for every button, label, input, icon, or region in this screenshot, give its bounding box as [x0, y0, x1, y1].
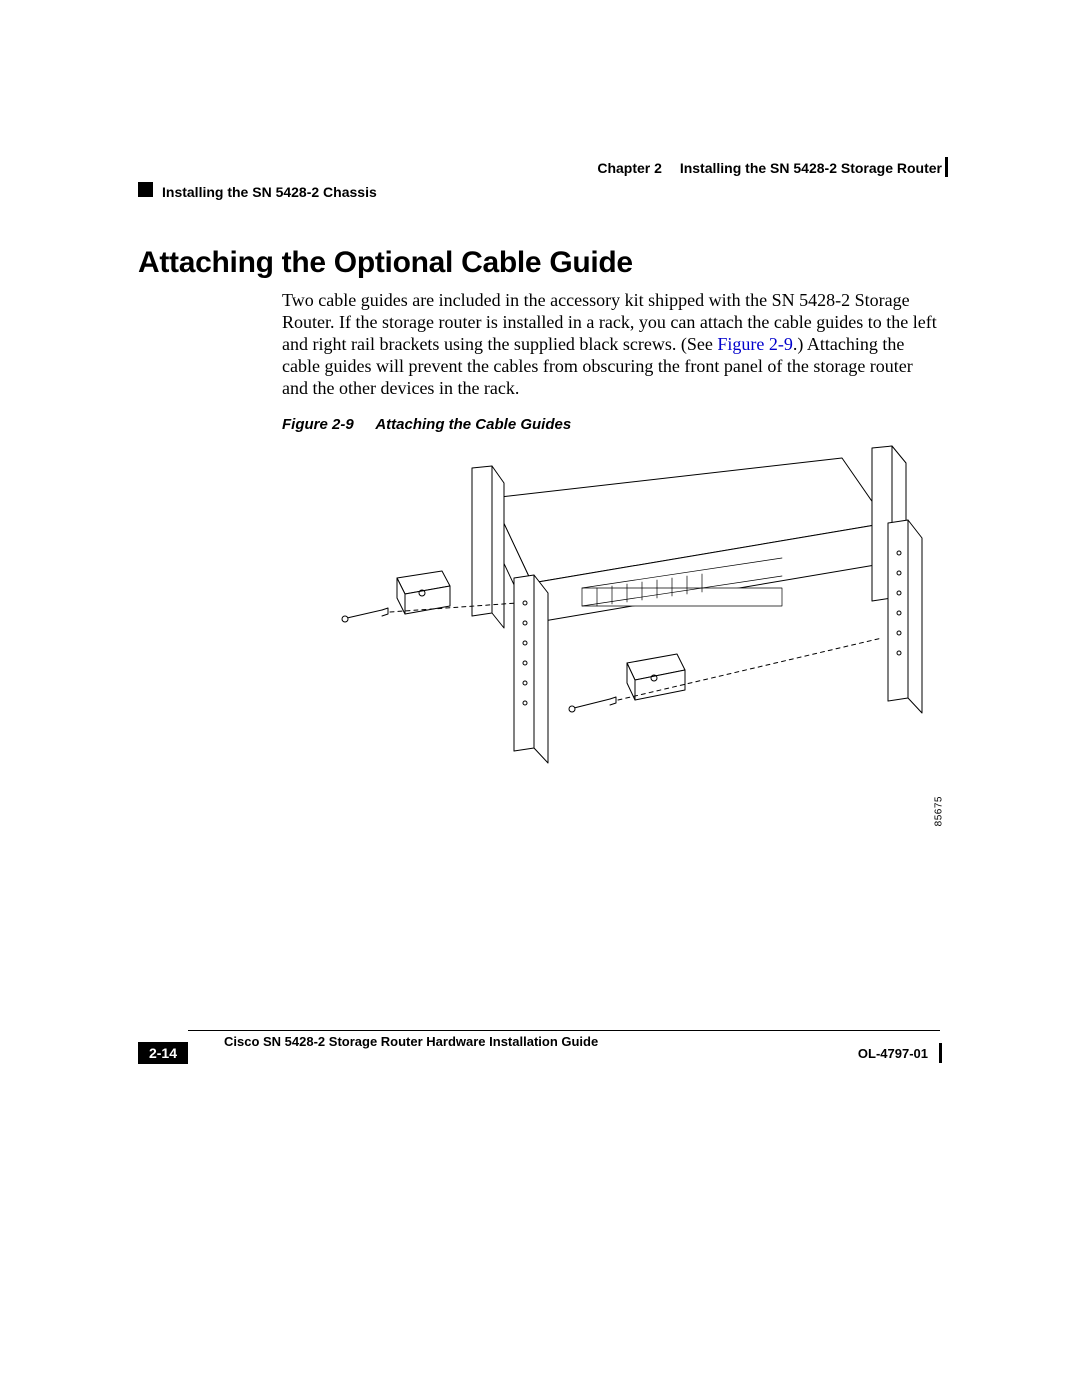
cable-guide-diagram-icon [282, 438, 932, 808]
figure-number: Figure 2-9 [282, 416, 354, 433]
footer-rule [188, 1030, 940, 1031]
page: Chapter 2 Installing the SN 5428-2 Stora… [138, 160, 942, 1260]
header-rule-right [945, 157, 948, 177]
footer-tick-icon [939, 1043, 942, 1063]
chapter-title: Installing the SN 5428-2 Storage Router [680, 160, 942, 176]
footer-guide-title: Cisco SN 5428-2 Storage Router Hardware … [224, 1034, 598, 1049]
section-heading: Attaching the Optional Cable Guide [138, 246, 633, 280]
figure-title: Attaching the Cable Guides [375, 416, 571, 433]
footer-doc-number: OL-4797-01 [858, 1046, 928, 1061]
header-square-icon [138, 182, 153, 197]
figure-xref-link[interactable]: Figure 2-9 [717, 334, 793, 354]
figure-ref-id: 85675 [933, 796, 944, 826]
footer-page-number: 2-14 [138, 1042, 188, 1064]
figure-illustration: 85675 [282, 438, 932, 808]
running-header-left: Installing the SN 5428-2 Chassis [162, 184, 377, 200]
body-paragraph: Two cable guides are included in the acc… [282, 290, 942, 400]
chapter-number: Chapter 2 [597, 160, 662, 176]
running-header-right: Chapter 2 Installing the SN 5428-2 Stora… [597, 160, 942, 176]
figure-caption: Figure 2-9 Attaching the Cable Guides [282, 416, 571, 433]
